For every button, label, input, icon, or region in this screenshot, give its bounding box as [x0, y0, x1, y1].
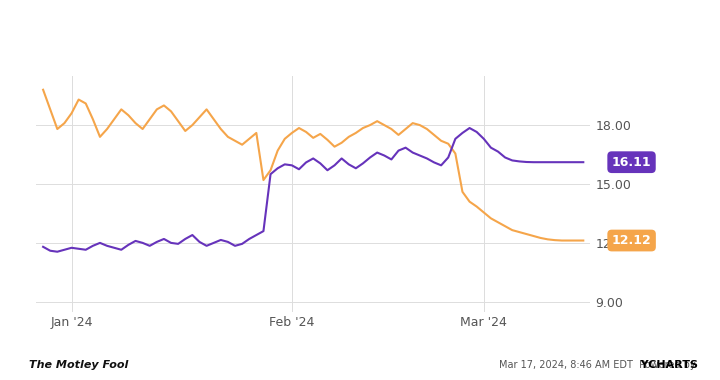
Text: 16.11: 16.11: [612, 156, 652, 169]
Text: The Motley Fool: The Motley Fool: [29, 361, 128, 370]
Text: Mar 17, 2024, 8:46 AM EDT  Powered by: Mar 17, 2024, 8:46 AM EDT Powered by: [499, 361, 698, 370]
Text: YCHARTS: YCHARTS: [444, 361, 698, 370]
Text: 12.12: 12.12: [612, 234, 652, 247]
